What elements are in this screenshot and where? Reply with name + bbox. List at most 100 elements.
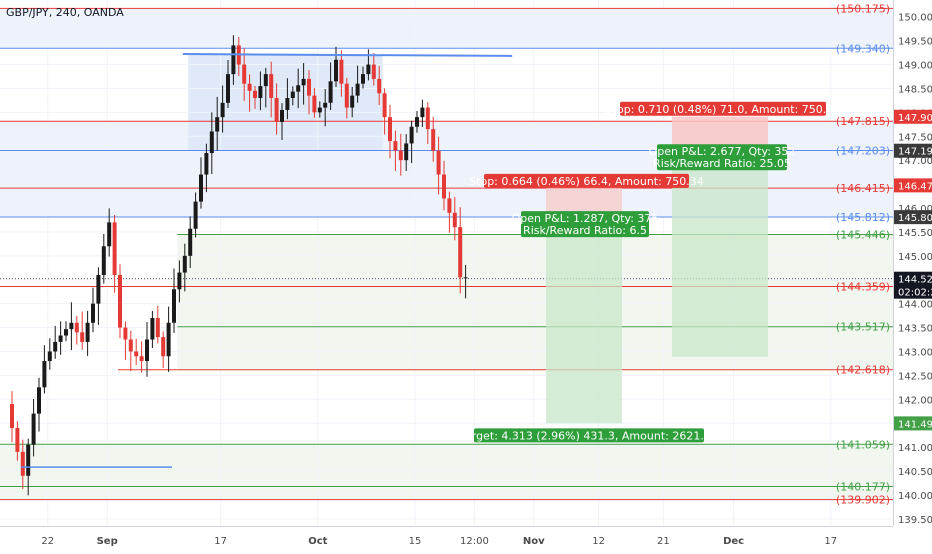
level-label-6: (145.446) <box>836 229 890 242</box>
price-tick-label: 144.000 <box>898 300 932 311</box>
candle-body <box>107 222 112 247</box>
candle-body <box>215 117 220 132</box>
candle-body <box>442 174 446 199</box>
axis-price-badge-box <box>894 416 932 431</box>
level-label-4: (146.415) <box>836 182 890 195</box>
candle-body <box>74 322 79 333</box>
level-label-5: (145.812) <box>836 211 890 224</box>
candle-body <box>47 351 52 362</box>
price-tick-label: 147.500 <box>898 132 932 143</box>
candle-body <box>415 117 419 127</box>
price-tick-label: 148.500 <box>898 84 932 95</box>
candle-body <box>150 317 155 340</box>
level-label-8: (143.517) <box>836 321 890 334</box>
candle-body <box>447 198 452 213</box>
candle-body <box>220 102 225 118</box>
position-2-target-label-text: Target: 4.313 (2.96%) 431.3, Amount: 262… <box>459 429 718 442</box>
price-tick-label: 145.000 <box>898 252 932 263</box>
position-2-stop-label-text: Stop: 0.710 (0.48%) 71.0, Amount: 750.08 <box>606 103 841 116</box>
candle-body <box>285 98 290 110</box>
candle-body <box>377 78 382 94</box>
time-tick-label: 21 <box>657 536 670 547</box>
candle-body <box>188 228 193 256</box>
position-2-pnl-label-text: Risk/Reward Ratio: 25.05 <box>653 157 791 170</box>
price-tick-label: 143.500 <box>898 324 932 335</box>
candle-body <box>101 246 106 275</box>
level-label-0: (150.175) <box>836 2 890 15</box>
level-label-3: (147.203) <box>836 144 890 157</box>
current-price-badge-text: 144.522 <box>898 275 932 286</box>
candle-body <box>344 83 349 108</box>
candle-body <box>91 303 95 323</box>
candle-body <box>155 317 160 338</box>
position-1-pnl-label-box <box>521 211 649 238</box>
position-2-stop-label-box <box>620 101 826 116</box>
position-1-stop-label-text: Stop: 0.664 (0.46%) 66.4, Amount: 750.34 <box>469 175 704 188</box>
time-tick-label: Dec <box>723 536 744 547</box>
candle-body <box>199 174 203 202</box>
axis-price-badge-box <box>894 210 932 225</box>
candle-body <box>226 74 230 103</box>
candle-body <box>172 289 176 323</box>
candle-body <box>80 332 85 342</box>
position-2-target-label-box <box>474 428 704 443</box>
candle-body <box>398 150 403 161</box>
axis-price-badge-box <box>894 143 932 158</box>
position-1-pnl-label-text: Open P&L: 1.287, Qty: 376 <box>512 212 659 225</box>
price-tick-label: 150.000 <box>898 13 932 24</box>
resistance-zone <box>0 8 893 49</box>
candle-body <box>307 78 311 96</box>
candle-body <box>204 153 209 175</box>
candle-body <box>134 351 139 357</box>
candle-body <box>334 59 338 82</box>
time-tick-label: 12:00 <box>460 536 489 547</box>
candle-body <box>404 143 409 161</box>
candle-body <box>350 95 355 108</box>
candle-body <box>182 255 187 273</box>
candle-body <box>280 109 284 122</box>
candle-body <box>85 322 90 342</box>
candle-body <box>452 212 457 228</box>
candle-body <box>161 337 166 357</box>
position-1-stop-label-box <box>484 173 689 188</box>
candle-body <box>371 64 376 79</box>
position-1-pnl-label-text: Risk/Reward Ratio: 6.5 <box>523 224 647 237</box>
candle-body <box>42 361 47 388</box>
candle-body <box>112 222 117 275</box>
price-tick-label: 140.500 <box>898 467 932 478</box>
level-label-10: (141.059) <box>836 438 890 451</box>
price-tick-label: 140.000 <box>898 491 932 502</box>
axis-price-badge-text: 147.198 <box>898 147 932 158</box>
time-tick-label: 17 <box>824 536 837 547</box>
candle-body <box>15 427 20 452</box>
candle-body <box>253 90 257 99</box>
candle-body <box>339 59 344 84</box>
candle-body <box>323 102 328 108</box>
candle-body <box>296 85 301 92</box>
candle-body <box>328 81 333 103</box>
axis-price-badge-box <box>894 178 932 193</box>
candle-body <box>312 95 317 113</box>
level-label-2: (147.815) <box>836 115 890 128</box>
support-zone <box>177 234 893 370</box>
time-tick-label: 12 <box>592 536 605 547</box>
candle-body <box>317 107 322 113</box>
candle-body <box>209 131 214 154</box>
candle-body <box>64 329 68 336</box>
candle-body <box>382 93 387 118</box>
level-label-12: (139.902) <box>836 494 890 507</box>
candle-body <box>177 272 182 290</box>
candle-body <box>37 387 41 414</box>
candle-body <box>145 339 149 362</box>
time-tick-label: 15 <box>409 536 422 547</box>
price-tick-label: 146.000 <box>898 204 932 215</box>
candle-body <box>96 274 101 304</box>
candle-body <box>420 107 425 118</box>
candle-body <box>301 78 306 86</box>
level-label-11: (140.177) <box>836 480 890 493</box>
time-tick-label: Oct <box>308 536 327 547</box>
level-label-9: (142.618) <box>836 364 890 377</box>
resistance-trend-line[interactable] <box>182 53 513 57</box>
